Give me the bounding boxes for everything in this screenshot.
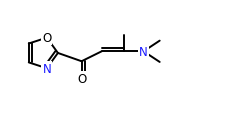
Text: N: N: [42, 62, 51, 75]
Text: O: O: [76, 72, 86, 85]
Text: O: O: [42, 32, 51, 45]
Text: N: N: [139, 45, 147, 58]
